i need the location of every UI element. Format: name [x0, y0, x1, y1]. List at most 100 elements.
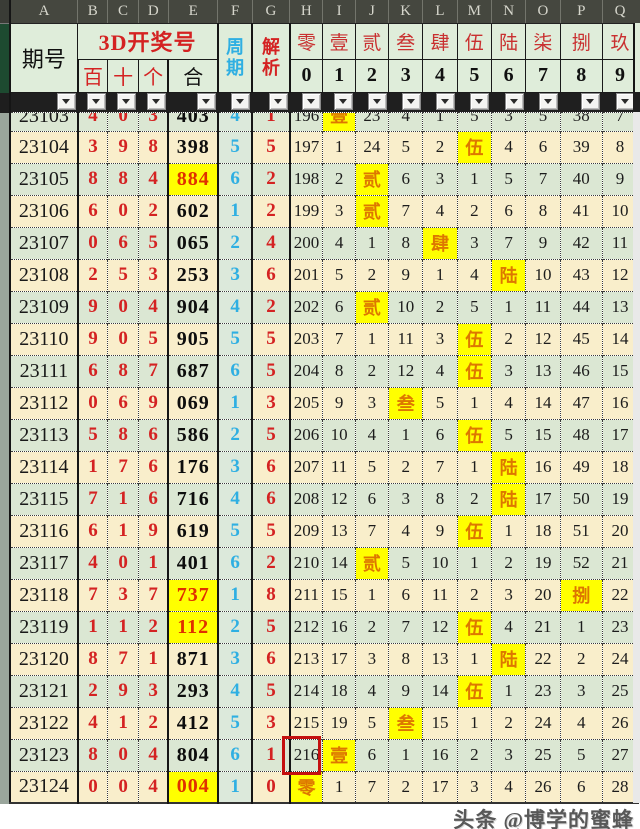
cell-miss-4[interactable]: 14 [422, 674, 458, 707]
cell-period[interactable]: 23118 [10, 578, 78, 611]
cell-miss-7[interactable]: 17 [525, 482, 561, 515]
cell-units[interactable]: 4 [137, 162, 169, 195]
cell-miss-0[interactable]: 206 [288, 418, 323, 451]
cell-miss-8[interactable]: 44 [559, 290, 603, 323]
cell-miss-3[interactable]: 叁 [388, 706, 423, 739]
cell-miss-5[interactable]: 3 [456, 226, 492, 259]
cell-miss-6[interactable]: 1 [490, 674, 526, 707]
cell-cycle[interactable]: 3 [216, 450, 253, 483]
cell-miss-6[interactable]: 3 [490, 354, 526, 387]
column-letter-H[interactable]: H [289, 0, 323, 24]
digit-header-9[interactable]: 9 [601, 58, 639, 93]
cell-miss-8[interactable]: 45 [559, 322, 603, 355]
cell-units[interactable]: 4 [137, 738, 169, 771]
cell-miss-4[interactable]: 4 [422, 194, 458, 227]
cell-period[interactable]: 23110 [10, 322, 78, 355]
cell-miss-6[interactable]: 4 [490, 386, 526, 419]
cell-miss-6[interactable]: 陆 [490, 642, 526, 675]
cell-miss-1[interactable]: 2 [322, 162, 356, 195]
period-header[interactable]: 期号 [9, 22, 79, 93]
cell-miss-5[interactable]: 2 [456, 738, 492, 771]
cell-miss-8[interactable]: 1 [559, 610, 603, 643]
filter-dropdown-F[interactable] [231, 92, 251, 110]
cell-sum[interactable]: 716 [167, 482, 218, 515]
digit-header-6[interactable]: 6 [490, 58, 527, 93]
cell-miss-9[interactable]: 17 [601, 418, 638, 451]
cell-cycle[interactable]: 6 [216, 738, 253, 771]
cell-tens[interactable]: 0 [107, 546, 139, 579]
cell-period[interactable]: 23106 [10, 194, 78, 227]
cell-miss-6[interactable]: 陆 [490, 450, 526, 483]
cell-miss-3[interactable]: 2 [388, 770, 423, 803]
cell-miss-5[interactable]: 1 [456, 386, 492, 419]
cell-cycle[interactable]: 3 [216, 258, 253, 291]
cell-miss-1[interactable]: 1 [322, 770, 356, 803]
cell-miss-4[interactable]: 16 [422, 738, 458, 771]
cell-analysis[interactable]: 1 [251, 111, 290, 131]
cell-miss-7[interactable]: 5 [525, 111, 561, 131]
cell-analysis[interactable]: 6 [251, 642, 290, 675]
cell-miss-1[interactable]: 11 [322, 450, 356, 483]
cell-period[interactable]: 23111 [10, 354, 78, 387]
cell-miss-3[interactable]: 5 [388, 130, 423, 163]
cell-units[interactable]: 6 [137, 482, 169, 515]
filter-dropdown-N[interactable] [504, 92, 524, 110]
column-letter-C[interactable]: C [107, 0, 139, 24]
cell-hundreds[interactable]: 9 [76, 290, 108, 323]
cell-miss-9[interactable]: 28 [601, 770, 638, 803]
cell-analysis[interactable]: 0 [251, 770, 290, 803]
cell-miss-1[interactable]: 14 [322, 546, 356, 579]
filter-dropdown-K[interactable] [401, 92, 421, 110]
cell-units[interactable]: 4 [137, 290, 169, 323]
cell-miss-2[interactable]: 2 [354, 610, 389, 643]
cell-units[interactable]: 7 [137, 354, 169, 387]
cell-miss-9[interactable]: 8 [601, 130, 638, 163]
cell-miss-3[interactable]: 5 [388, 546, 423, 579]
cell-tens[interactable]: 0 [107, 111, 139, 131]
column-letter-P[interactable]: P [559, 0, 603, 24]
cell-miss-3[interactable]: 4 [388, 111, 423, 131]
cell-hundreds[interactable]: 8 [76, 162, 108, 195]
cell-units[interactable]: 7 [137, 578, 169, 611]
cell-miss-9[interactable]: 7 [601, 111, 638, 131]
cell-units[interactable]: 9 [137, 386, 169, 419]
cell-cycle[interactable]: 1 [216, 194, 253, 227]
cell-miss-3[interactable]: 12 [388, 354, 423, 387]
filter-dropdown-O[interactable] [539, 92, 559, 110]
cell-miss-7[interactable]: 8 [525, 194, 561, 227]
cell-miss-2[interactable]: 4 [354, 418, 389, 451]
cell-miss-6[interactable]: 2 [490, 546, 526, 579]
cell-miss-2[interactable]: 23 [354, 111, 389, 131]
cell-hundreds[interactable]: 1 [76, 610, 108, 643]
numeral-header-4[interactable]: 肆 [422, 22, 458, 60]
cell-tens[interactable]: 1 [107, 706, 139, 739]
cell-hundreds[interactable]: 8 [76, 642, 108, 675]
cell-miss-3[interactable]: 8 [388, 642, 423, 675]
cell-miss-2[interactable]: 2 [354, 258, 389, 291]
cell-miss-0[interactable]: 198 [288, 162, 323, 195]
cell-miss-3[interactable]: 1 [388, 418, 423, 451]
numeral-header-5[interactable]: 伍 [456, 22, 492, 60]
cell-miss-9[interactable]: 10 [601, 194, 638, 227]
cell-miss-1[interactable]: 8 [322, 354, 356, 387]
cell-miss-5[interactable]: 4 [456, 258, 492, 291]
filter-dropdown-G[interactable] [268, 92, 288, 110]
cell-miss-7[interactable]: 19 [525, 546, 561, 579]
cell-miss-7[interactable]: 9 [525, 226, 561, 259]
cell-miss-0[interactable]: 214 [288, 674, 323, 707]
cell-miss-4[interactable]: 12 [422, 610, 458, 643]
cell-sum[interactable]: 004 [167, 770, 218, 803]
cell-tens[interactable]: 9 [107, 674, 139, 707]
numeral-header-7[interactable]: 柒 [525, 22, 561, 60]
cell-tens[interactable]: 1 [107, 482, 139, 515]
cell-miss-5[interactable]: 伍 [456, 322, 492, 355]
cell-period[interactable]: 23121 [10, 674, 78, 707]
cell-hundreds[interactable]: 5 [76, 418, 108, 451]
cell-miss-9[interactable]: 22 [601, 578, 638, 611]
cell-units[interactable]: 2 [137, 610, 169, 643]
cell-period[interactable]: 23114 [10, 450, 78, 483]
cell-miss-4[interactable]: 4 [422, 354, 458, 387]
cell-miss-5[interactable]: 2 [456, 578, 492, 611]
column-letter-B[interactable]: B [77, 0, 108, 24]
cell-sum[interactable]: 065 [167, 226, 218, 259]
